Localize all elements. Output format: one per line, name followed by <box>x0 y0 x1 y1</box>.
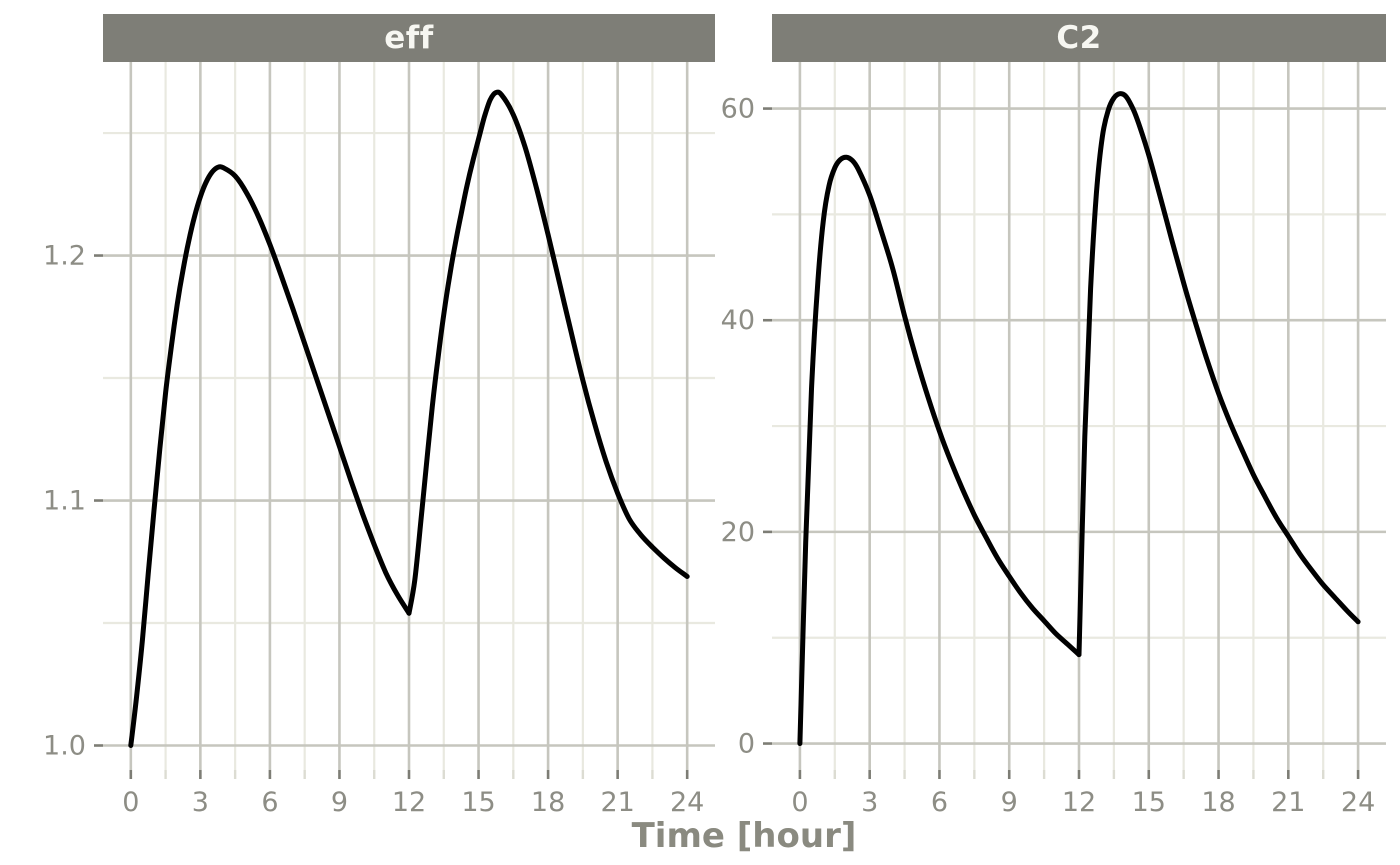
x-tick-label: 15 <box>461 787 495 818</box>
x-tick-label: 21 <box>600 787 634 818</box>
panel-eff: 0 3 6 9 12 15 18 21 24 1.0 1.1 1.2 <box>43 62 715 818</box>
y-tick-label: 0 <box>738 729 755 760</box>
x-tick-label: 24 <box>670 787 704 818</box>
x-tick-label: 9 <box>331 787 348 818</box>
x-tick-label: 3 <box>861 787 878 818</box>
facet-strip-label: eff <box>384 20 434 56</box>
x-tick-label: 18 <box>1201 787 1235 818</box>
y-tick-label: 1.1 <box>43 486 86 517</box>
x-tick-label: 0 <box>122 787 139 818</box>
x-tick-label: 9 <box>1001 787 1018 818</box>
x-tick-label: 21 <box>1271 787 1305 818</box>
x-tick-label: 12 <box>1062 787 1096 818</box>
facet-strip-c2: C2 <box>772 14 1386 62</box>
y-tick-label: 40 <box>721 305 755 336</box>
y-tick-label: 20 <box>721 517 755 548</box>
facet-strip-label: C2 <box>1056 20 1102 56</box>
y-tick-label: 1.0 <box>43 731 86 762</box>
curve-C2 <box>797 154 1082 746</box>
curve-eff <box>406 89 690 616</box>
x-tick-label: 24 <box>1341 787 1375 818</box>
x-axis-title: Time [hour] <box>631 816 857 856</box>
x-tick-label: 18 <box>531 787 565 818</box>
x-tick-label: 15 <box>1132 787 1166 818</box>
panel-C2: 0 3 6 9 12 15 18 21 24 0 20 40 60 <box>721 62 1386 818</box>
x-tick-label: 12 <box>392 787 426 818</box>
facet-strip-eff: eff <box>103 14 715 62</box>
x-tick-label: 0 <box>791 787 808 818</box>
x-tick-label: 6 <box>261 787 278 818</box>
curve-eff <box>128 164 412 748</box>
curve-C2 <box>1076 91 1361 658</box>
y-tick-label: 1.2 <box>43 241 86 272</box>
y-tick-label: 60 <box>721 94 755 125</box>
x-tick-label: 6 <box>931 787 948 818</box>
x-tick-label: 3 <box>192 787 209 818</box>
